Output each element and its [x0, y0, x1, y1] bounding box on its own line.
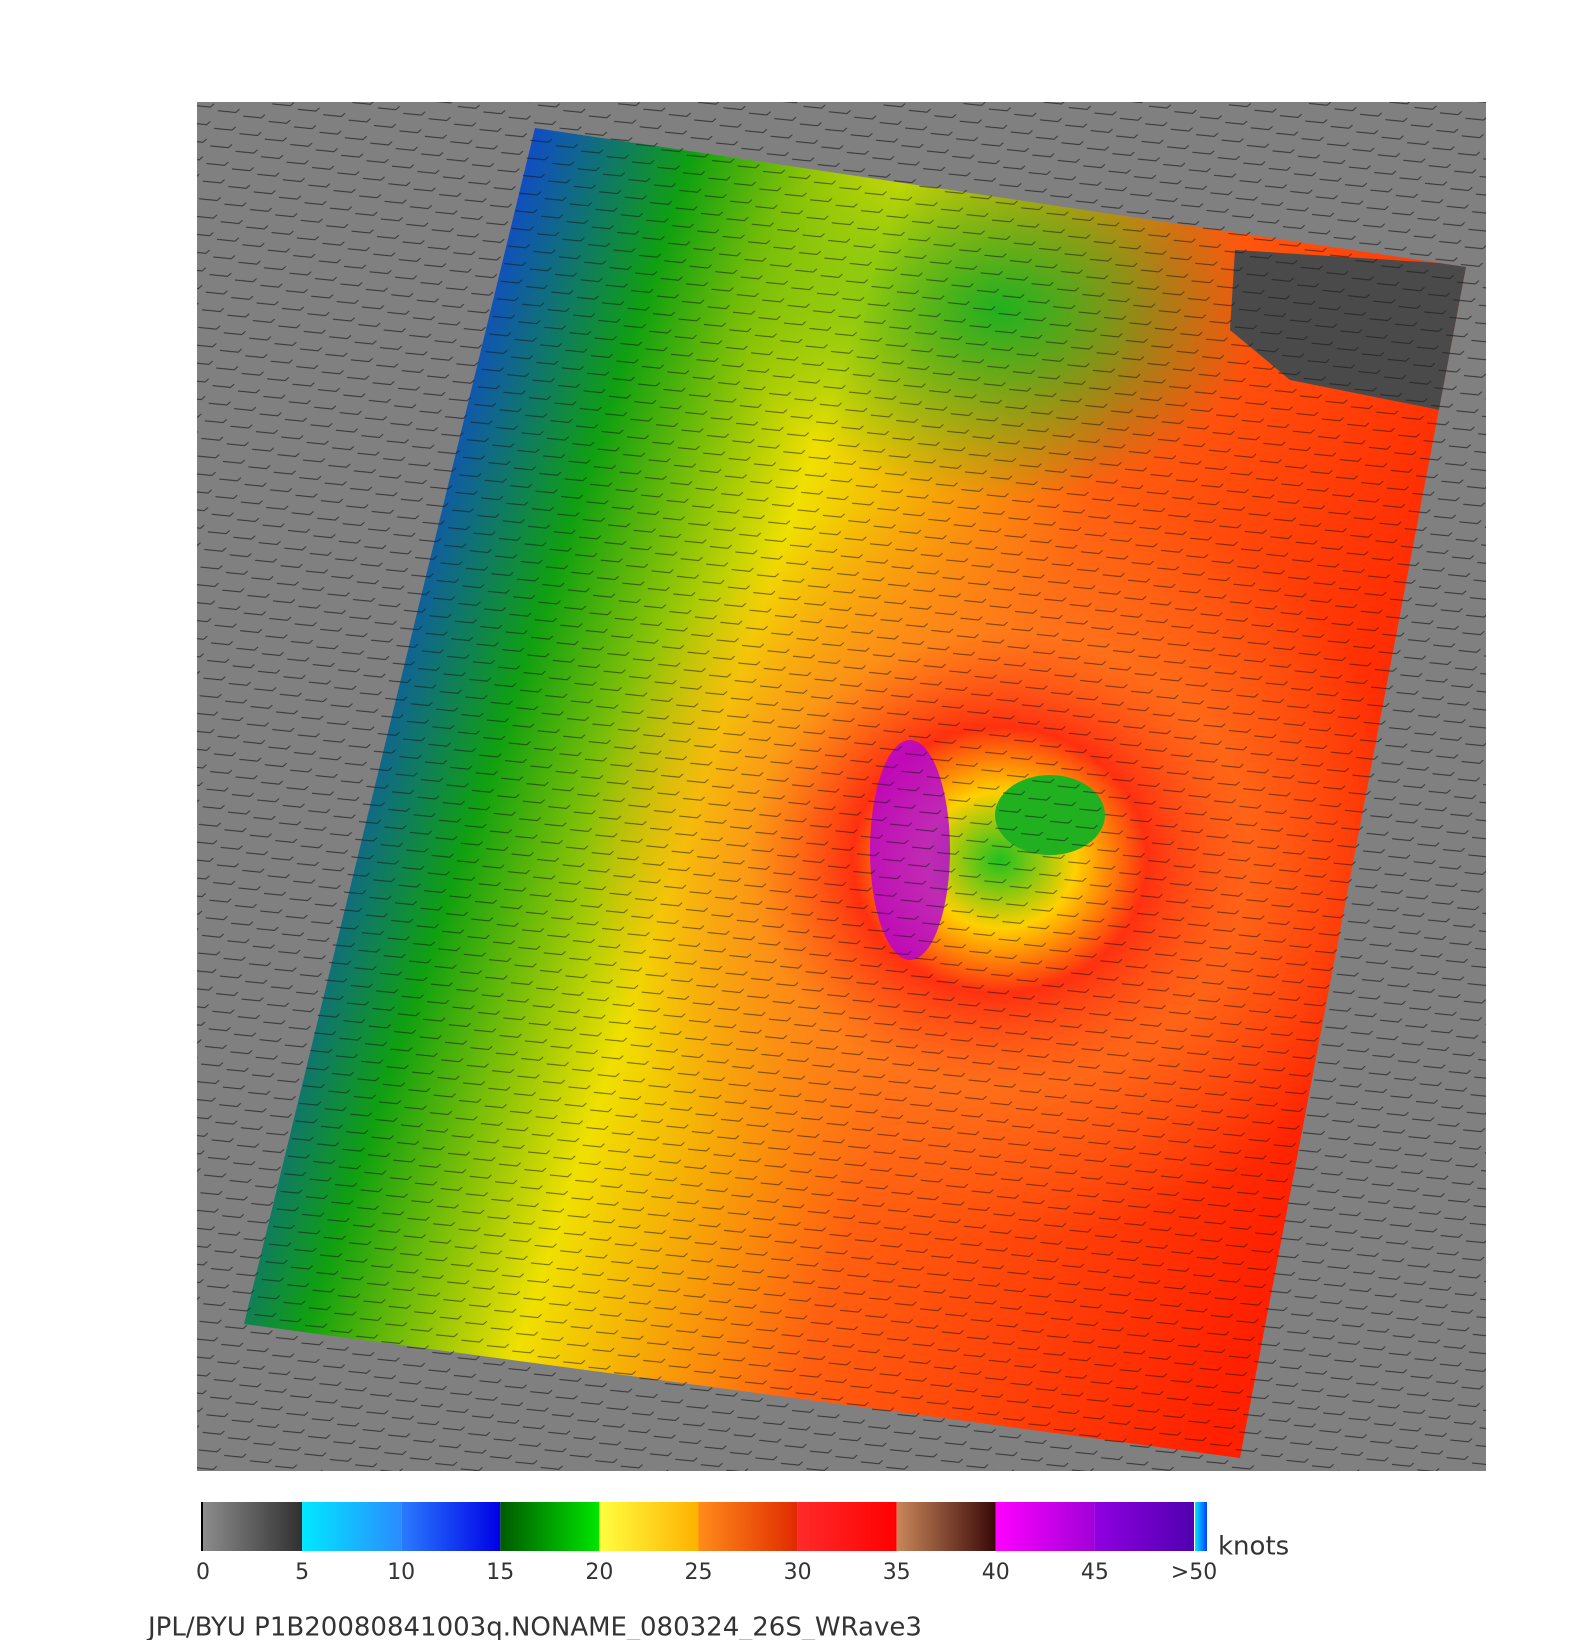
colorbar-tick-label: 25 — [685, 1560, 713, 1585]
caption: JPL/BYU P1B20080841003q.NONAME_080324_26… — [146, 1613, 922, 1641]
colorbar-segment — [1094, 1502, 1194, 1551]
colorbar-segment — [203, 1502, 303, 1551]
colorbar-segment — [500, 1502, 600, 1551]
colorbar-segment — [302, 1502, 402, 1551]
colorbar-unit: knots — [1218, 1532, 1289, 1562]
colorbar-tick-label: 15 — [486, 1560, 514, 1585]
colorbar-tick-label: 45 — [1081, 1560, 1109, 1585]
colorbar-tick-label: 20 — [585, 1560, 613, 1585]
colorbar-tick-label: 35 — [883, 1560, 911, 1585]
colorbar-segment — [698, 1502, 798, 1551]
colorbar-tick-label: 10 — [387, 1560, 415, 1585]
colorbar-segment — [599, 1502, 699, 1551]
colorbar-segment — [896, 1502, 996, 1551]
colorbar-tick-label: 5 — [295, 1560, 309, 1585]
colorbar-end — [1195, 1502, 1207, 1551]
colorbar-tick-label: 0 — [196, 1560, 210, 1585]
colorbar-segment — [797, 1502, 897, 1551]
colorbar-tick-label: 40 — [982, 1560, 1010, 1585]
colorbar-segment — [401, 1502, 501, 1551]
colorbar-tick-label: >50 — [1171, 1560, 1217, 1585]
colorbar-tick-label: 30 — [784, 1560, 812, 1585]
colorbar-segment — [995, 1502, 1095, 1551]
